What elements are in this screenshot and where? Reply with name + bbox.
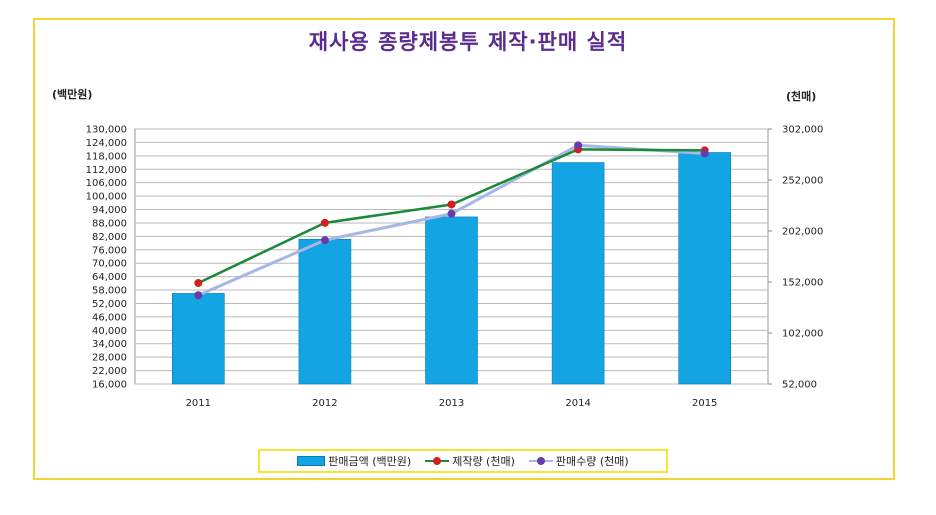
bar-sales-amount <box>298 238 352 385</box>
legend-item-production: 제작량 (천매) <box>425 453 515 469</box>
left-tick-label: 100,000 <box>86 192 127 203</box>
left-tick-label: 16,000 <box>92 380 127 391</box>
left-axis-unit: (백만원) <box>52 88 93 101</box>
left-tick-label: 46,000 <box>92 312 127 323</box>
left-tick-label: 34,000 <box>92 339 127 350</box>
left-tick-label: 70,000 <box>92 259 127 270</box>
left-tick-label: 124,000 <box>86 138 127 149</box>
left-tick-label: 28,000 <box>92 353 127 364</box>
x-tick-label: 2012 <box>312 398 337 409</box>
x-tick-label: 2011 <box>186 398 211 409</box>
chart-title: 재사용 종량제봉투 제작·판매 실적 <box>308 30 628 54</box>
x-tick-label: 2015 <box>692 398 717 409</box>
legend-item-sales-quantity: 판매수량 (천매) <box>528 453 629 469</box>
right-tick-label: 152,000 <box>782 278 823 289</box>
left-tick-label: 112,000 <box>86 165 127 176</box>
left-tick-label: 58,000 <box>92 286 127 297</box>
right-tick-label: 102,000 <box>782 329 823 340</box>
point-sales-quantity <box>320 236 329 245</box>
legend-line-swatch <box>425 456 450 466</box>
bar-sales-amount <box>172 293 225 385</box>
right-tick-label: 302,000 <box>782 125 823 136</box>
x-tick-label: 2013 <box>439 398 464 409</box>
bar-sales-amount <box>678 152 732 385</box>
point-sales-quantity <box>574 141 583 150</box>
point-sales-quantity <box>700 149 709 158</box>
left-tick-label: 118,000 <box>86 151 127 162</box>
legend-label: 제작량 (천매) <box>452 455 515 468</box>
right-axis-unit: (천매) <box>786 90 817 103</box>
right-tick-label: 52,000 <box>782 380 817 391</box>
point-sales-quantity <box>194 291 203 300</box>
legend: 판매금액 (백만원) 제작량 (천매) 판매수량 (천매) <box>258 449 668 473</box>
left-tick-label: 76,000 <box>92 245 127 256</box>
bar-sales-amount <box>551 162 605 385</box>
point-production <box>194 279 203 288</box>
legend-line-swatch <box>528 456 553 466</box>
right-tick-label: 202,000 <box>782 227 823 238</box>
left-tick-label: 106,000 <box>86 178 127 189</box>
legend-label: 판매금액 (백만원) <box>328 455 412 468</box>
point-production <box>447 200 456 209</box>
left-tick-label: 130,000 <box>86 125 127 136</box>
left-tick-label: 22,000 <box>92 366 127 377</box>
left-tick-label: 40,000 <box>92 326 127 337</box>
point-sales-quantity <box>447 209 456 218</box>
left-tick-label: 82,000 <box>92 232 127 243</box>
point-production <box>320 218 329 227</box>
left-tick-label: 88,000 <box>92 218 127 229</box>
legend-label: 판매수량 (천매) <box>555 455 629 468</box>
bar-sales-amount <box>425 216 478 385</box>
legend-bar-swatch <box>297 456 326 466</box>
left-tick-label: 64,000 <box>92 272 127 283</box>
legend-item-sales-amount: 판매금액 (백만원) <box>297 453 411 469</box>
right-tick-label: 252,000 <box>782 176 823 187</box>
left-tick-label: 94,000 <box>92 205 127 216</box>
x-tick-label: 2014 <box>565 398 590 409</box>
left-tick-label: 52,000 <box>92 299 127 310</box>
